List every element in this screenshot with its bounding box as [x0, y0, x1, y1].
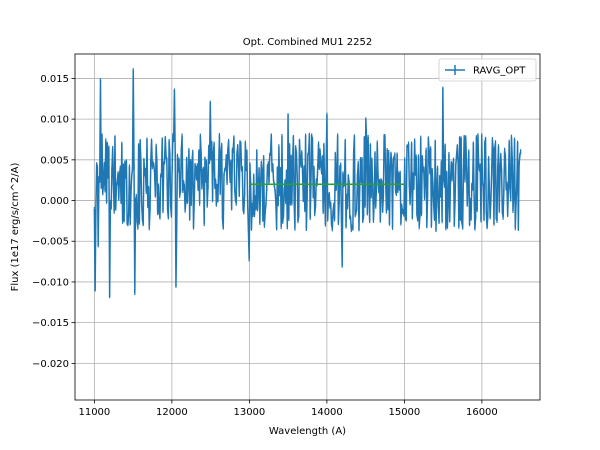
x-tick-label: 11000 [78, 407, 110, 418]
chart-title: Opt. Combined MU1 2252 [243, 37, 372, 48]
x-tick-label: 15000 [388, 407, 420, 418]
ticks: 11000 12000 13000 14000 15000 16000 −0.020 −0.0… [32, 74, 498, 418]
legend-box [438, 58, 537, 82]
x-tick-label: 14000 [311, 407, 343, 418]
x-tick-label: 16000 [466, 407, 498, 418]
x-axis-label: Wavelength (A) [269, 426, 346, 437]
legend: RAVG_OPT [438, 58, 537, 82]
x-tick-label: 12000 [156, 407, 188, 418]
y-tick-label: −0.010 [32, 277, 69, 288]
y-tick-label: −0.005 [32, 237, 69, 248]
y-tick-label: −0.015 [32, 318, 69, 329]
legend-entry-ravg-opt: RAVG_OPT [473, 66, 526, 77]
y-tick-label: −0.020 [32, 359, 69, 370]
series-line-ravg-opt [93, 69, 522, 298]
y-tick-label: 0.015 [40, 74, 69, 85]
y-tick-label: 0.010 [40, 115, 69, 126]
y-axis-label: Flux (1e17 erg/s/cm^2/A) [10, 163, 21, 292]
plot-frame [74, 53, 541, 401]
y-tick-label: 0.005 [40, 155, 69, 166]
y-tick-label: 0.000 [40, 196, 69, 207]
x-tick-label: 13000 [233, 407, 265, 418]
plot-area [93, 68, 522, 299]
